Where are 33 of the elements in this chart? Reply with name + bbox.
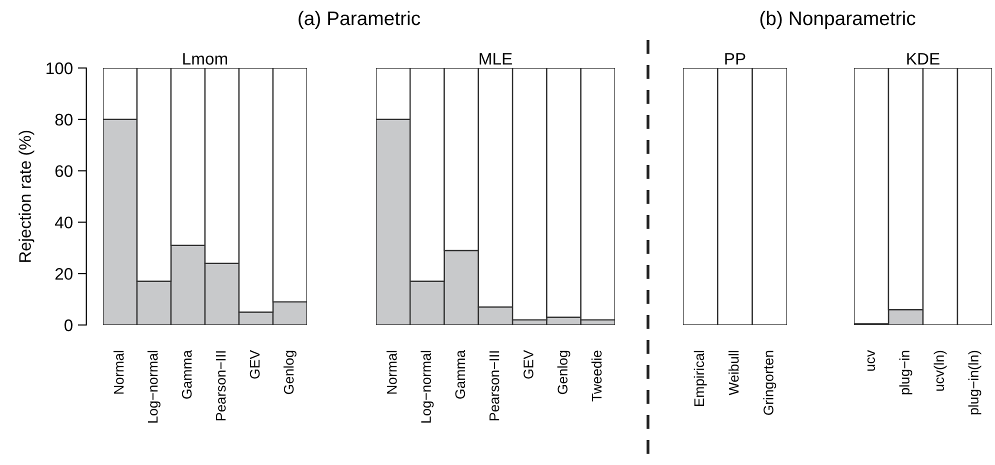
chart-title: KDE [907,53,940,65]
x-tick-label: Weibull [728,350,739,396]
x-tick-label: Genlog [557,350,570,394]
y-tick-label: 0 [64,319,72,332]
x-tick-label: ucv(ln) [934,350,947,391]
x-tick-label: Normal [114,350,124,394]
y-tick-label: 100 [46,62,72,74]
chart-title: Lmom [183,53,228,65]
x-tick-label: ucv [867,350,875,371]
text: (b) Nonparametric [760,10,916,30]
y-tick-label: 60 [55,165,72,178]
y-tick-label: 20 [55,268,72,280]
x-tick-label: Log−normal [148,350,160,423]
y-tick-label: 80 [55,114,72,126]
x-tick-label: plug−in(ln) [968,350,982,414]
x-tick-label: Empirical [694,350,707,406]
x-tick-label: Normal [386,350,397,394]
x-tick-label: Log−normal [420,350,434,423]
x-tick-label: Tweedie [591,350,602,402]
chart-title: PP [725,53,746,65]
y-axis-title: Rejection rate (%) [18,130,34,262]
x-tick-label: Gamma [455,350,466,399]
x-tick-label: Pearson−III [490,351,500,420]
chart-title: MLE [480,53,512,65]
x-tick-label: GEV [250,350,260,379]
x-tick-label: Genlog [284,350,296,394]
text: (a) Parametric [298,10,420,30]
x-tick-label: Pearson−III [216,351,226,420]
x-tick-label: GEV [524,350,534,379]
x-tick-label: Gringorten [763,350,776,415]
x-tick-label: plug−in [899,350,912,394]
x-tick-label: Gamma [182,350,192,399]
y-tick-label: 40 [54,216,72,228]
